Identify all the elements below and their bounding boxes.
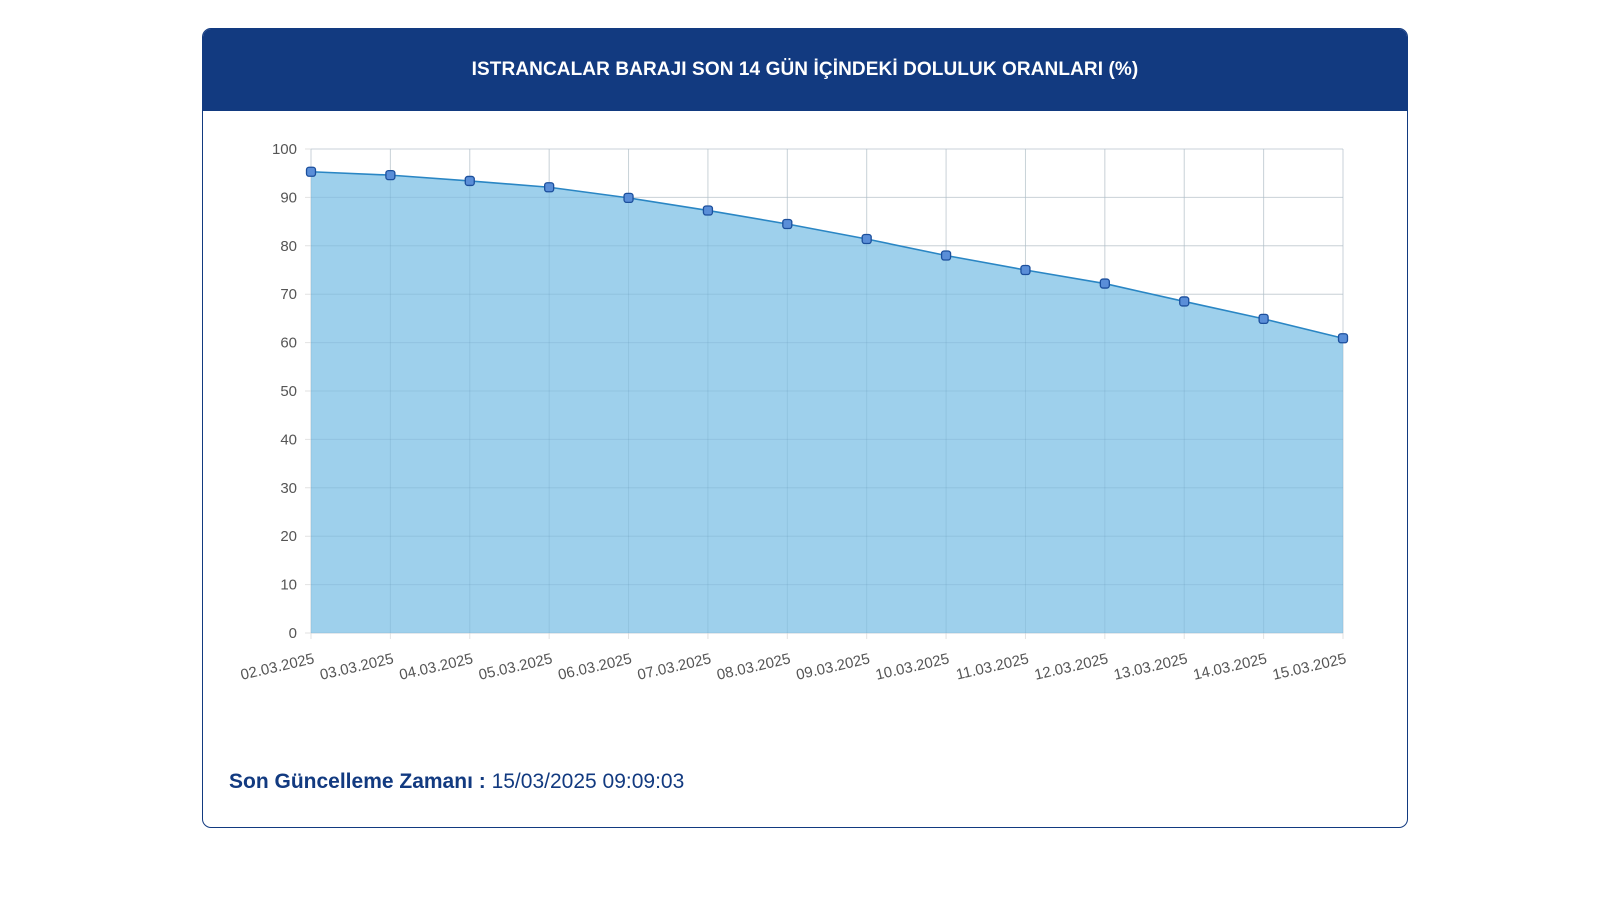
fill-rate-chart: 0 10 20 30 40 50 60 70 80 90 100 02.03.2025 03.03.20… xyxy=(239,141,1349,684)
data-point xyxy=(1099,278,1110,289)
data-point xyxy=(305,166,317,177)
data-point xyxy=(464,175,475,187)
area-fill xyxy=(311,171,1343,634)
chart-area: 0 10 20 30 40 50 60 70 80 90 100 02.03.2025 03.03.20… xyxy=(203,111,1407,751)
data-point xyxy=(385,169,396,181)
data-point xyxy=(1337,333,1349,344)
last-update: Son Güncelleme Zamanı : 15/03/2025 09:09… xyxy=(229,770,684,794)
y-tick-label: 10 xyxy=(280,577,297,594)
y-tick-label: 30 xyxy=(280,480,297,497)
data-point xyxy=(623,192,634,204)
y-tick-label: 0 xyxy=(289,625,297,642)
x-tick-label: 03.03.2025 xyxy=(318,650,395,683)
y-tick-label: 80 xyxy=(280,238,297,255)
x-tick-label: 07.03.2025 xyxy=(636,650,713,683)
x-tick-label: 11.03.2025 xyxy=(954,650,1030,683)
x-tick-label: 09.03.2025 xyxy=(795,650,872,683)
data-point xyxy=(1179,296,1190,307)
y-tick-label: 70 xyxy=(280,286,297,303)
data-point xyxy=(782,218,793,230)
x-tick-label: 12.03.2025 xyxy=(1033,650,1110,683)
x-tick-label: 14.03.2025 xyxy=(1192,650,1269,683)
x-tick-label: 13.03.2025 xyxy=(1112,650,1189,683)
chart-title: ISTRANCALAR BARAJI SON 14 GÜN İÇİNDEKİ D… xyxy=(203,29,1407,111)
y-tick-label: 20 xyxy=(280,528,297,545)
last-update-label: Son Güncelleme Zamanı : xyxy=(229,770,486,793)
chart-card: ISTRANCALAR BARAJI SON 14 GÜN İÇİNDEKİ D… xyxy=(202,28,1408,828)
x-tick-label: 02.03.2025 xyxy=(239,650,316,683)
x-tick-label: 04.03.2025 xyxy=(398,650,475,683)
data-point xyxy=(861,233,872,245)
y-tick-label: 40 xyxy=(280,431,297,448)
series-line xyxy=(310,170,1344,340)
x-tick-label: 10.03.2025 xyxy=(874,650,951,683)
x-tick-label: 08.03.2025 xyxy=(715,650,792,683)
data-point xyxy=(1258,313,1269,325)
x-tick-label: 05.03.2025 xyxy=(477,650,554,683)
last-update-value: 15/03/2025 09:09:03 xyxy=(491,770,685,793)
data-point xyxy=(940,250,952,261)
data-point xyxy=(1020,264,1031,276)
data-point xyxy=(544,182,555,193)
x-tick-label: 06.03.2025 xyxy=(556,650,633,683)
data-point xyxy=(702,205,714,216)
y-tick-label: 100 xyxy=(272,141,297,158)
y-tick-label: 90 xyxy=(280,189,297,206)
x-tick-label: 15.03.2025 xyxy=(1271,650,1348,683)
y-tick-label: 60 xyxy=(280,335,297,352)
y-tick-label: 50 xyxy=(280,383,297,400)
